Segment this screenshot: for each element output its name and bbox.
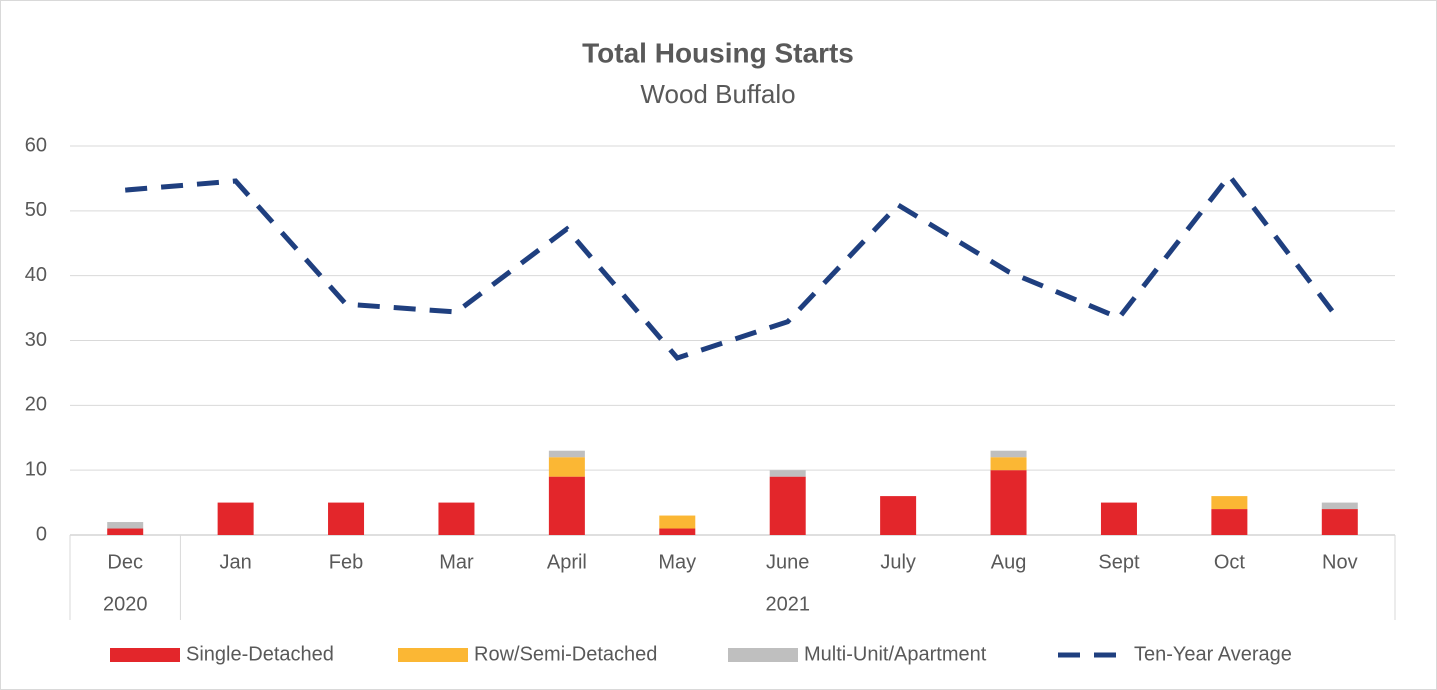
- x-tick-label: May: [658, 551, 696, 573]
- legend-label: Row/Semi-Detached: [474, 643, 657, 665]
- y-tick-label: 60: [25, 134, 47, 156]
- y-tick-label: 20: [25, 394, 47, 416]
- bar-segment: [217, 502, 254, 535]
- bar-segment: [1321, 509, 1358, 535]
- bar-segment: [328, 502, 365, 535]
- y-tick-label: 0: [36, 523, 47, 545]
- bar-segment: [548, 450, 585, 458]
- legend-swatch: [398, 648, 468, 662]
- bar-segment: [1211, 496, 1248, 510]
- bar-segment: [1321, 502, 1358, 510]
- x-tick-label: Dec: [107, 551, 143, 573]
- bar-segment: [438, 502, 475, 535]
- bar-segment: [548, 457, 585, 477]
- x-tick-label: Mar: [439, 551, 474, 573]
- x-tick-label: Aug: [991, 551, 1027, 573]
- y-tick-label: 50: [25, 199, 47, 221]
- chart-subtitle: Wood Buffalo: [640, 79, 795, 109]
- y-tick-label: 10: [25, 458, 47, 480]
- x-tick-label: April: [547, 551, 587, 573]
- legend-label: Single-Detached: [186, 643, 334, 665]
- bar-segment: [107, 522, 144, 529]
- bar-segment: [1211, 509, 1248, 535]
- bar-segment: [659, 515, 696, 529]
- bar-segment: [990, 450, 1027, 458]
- legend-swatch: [728, 648, 798, 662]
- x-tick-label: June: [766, 551, 809, 573]
- chart-title: Total Housing Starts: [582, 37, 854, 68]
- bar-segment: [107, 528, 144, 535]
- x-group-label: 2020: [103, 593, 148, 615]
- legend-label: Multi-Unit/Apartment: [804, 643, 987, 665]
- bar-segment: [880, 496, 917, 535]
- x-group-label: 2021: [765, 593, 810, 615]
- bar-segment: [769, 476, 806, 535]
- x-tick-label: Oct: [1214, 551, 1246, 573]
- bar-segment: [769, 470, 806, 477]
- bar-segment: [1100, 502, 1137, 535]
- x-tick-label: Sept: [1098, 551, 1140, 573]
- bar-segment: [548, 476, 585, 535]
- y-tick-label: 40: [25, 264, 47, 286]
- bar-segment: [990, 457, 1027, 471]
- y-tick-label: 30: [25, 329, 47, 351]
- bar-segment: [659, 528, 696, 535]
- bar-segment: [990, 470, 1027, 535]
- x-tick-label: Feb: [329, 551, 363, 573]
- legend-label: Ten-Year Average: [1134, 643, 1292, 665]
- x-tick-label: July: [880, 551, 916, 573]
- x-tick-label: Nov: [1322, 551, 1358, 573]
- x-tick-label: Jan: [220, 551, 252, 573]
- legend-swatch: [110, 648, 180, 662]
